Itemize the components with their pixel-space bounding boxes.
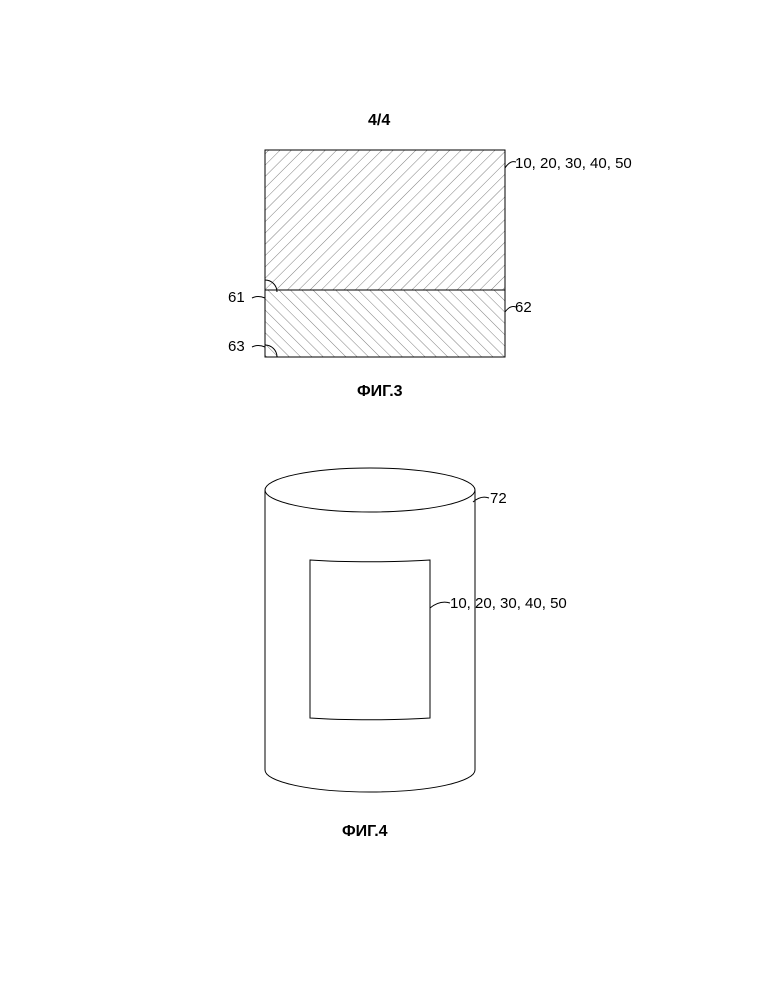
leader-61 <box>252 297 265 299</box>
fig4-label-10-50: 10, 20, 30, 40, 50 <box>450 595 567 612</box>
page: 4/4 10, 20, 30, 40, 50 61 <box>0 0 772 999</box>
fig3-caption: ФИГ.3 <box>357 383 403 401</box>
fig3-label-10-50: 10, 20, 30, 40, 50 <box>515 155 632 172</box>
fig3-drawing <box>0 0 772 430</box>
leader-63 <box>252 346 265 348</box>
fig3-label-63: 63 <box>228 338 245 355</box>
fig3-top-hatch <box>265 150 505 290</box>
fig4-label-panel <box>310 560 430 720</box>
fig4-label-72: 72 <box>490 490 507 507</box>
fig3-label-61: 61 <box>228 289 245 306</box>
fig3-bottom-hatch <box>265 290 505 357</box>
fig3-label-62: 62 <box>515 299 532 316</box>
fig4-caption: ФИГ.4 <box>342 823 388 841</box>
fig4-cylinder-top <box>265 468 475 512</box>
fig4-drawing <box>0 430 772 990</box>
